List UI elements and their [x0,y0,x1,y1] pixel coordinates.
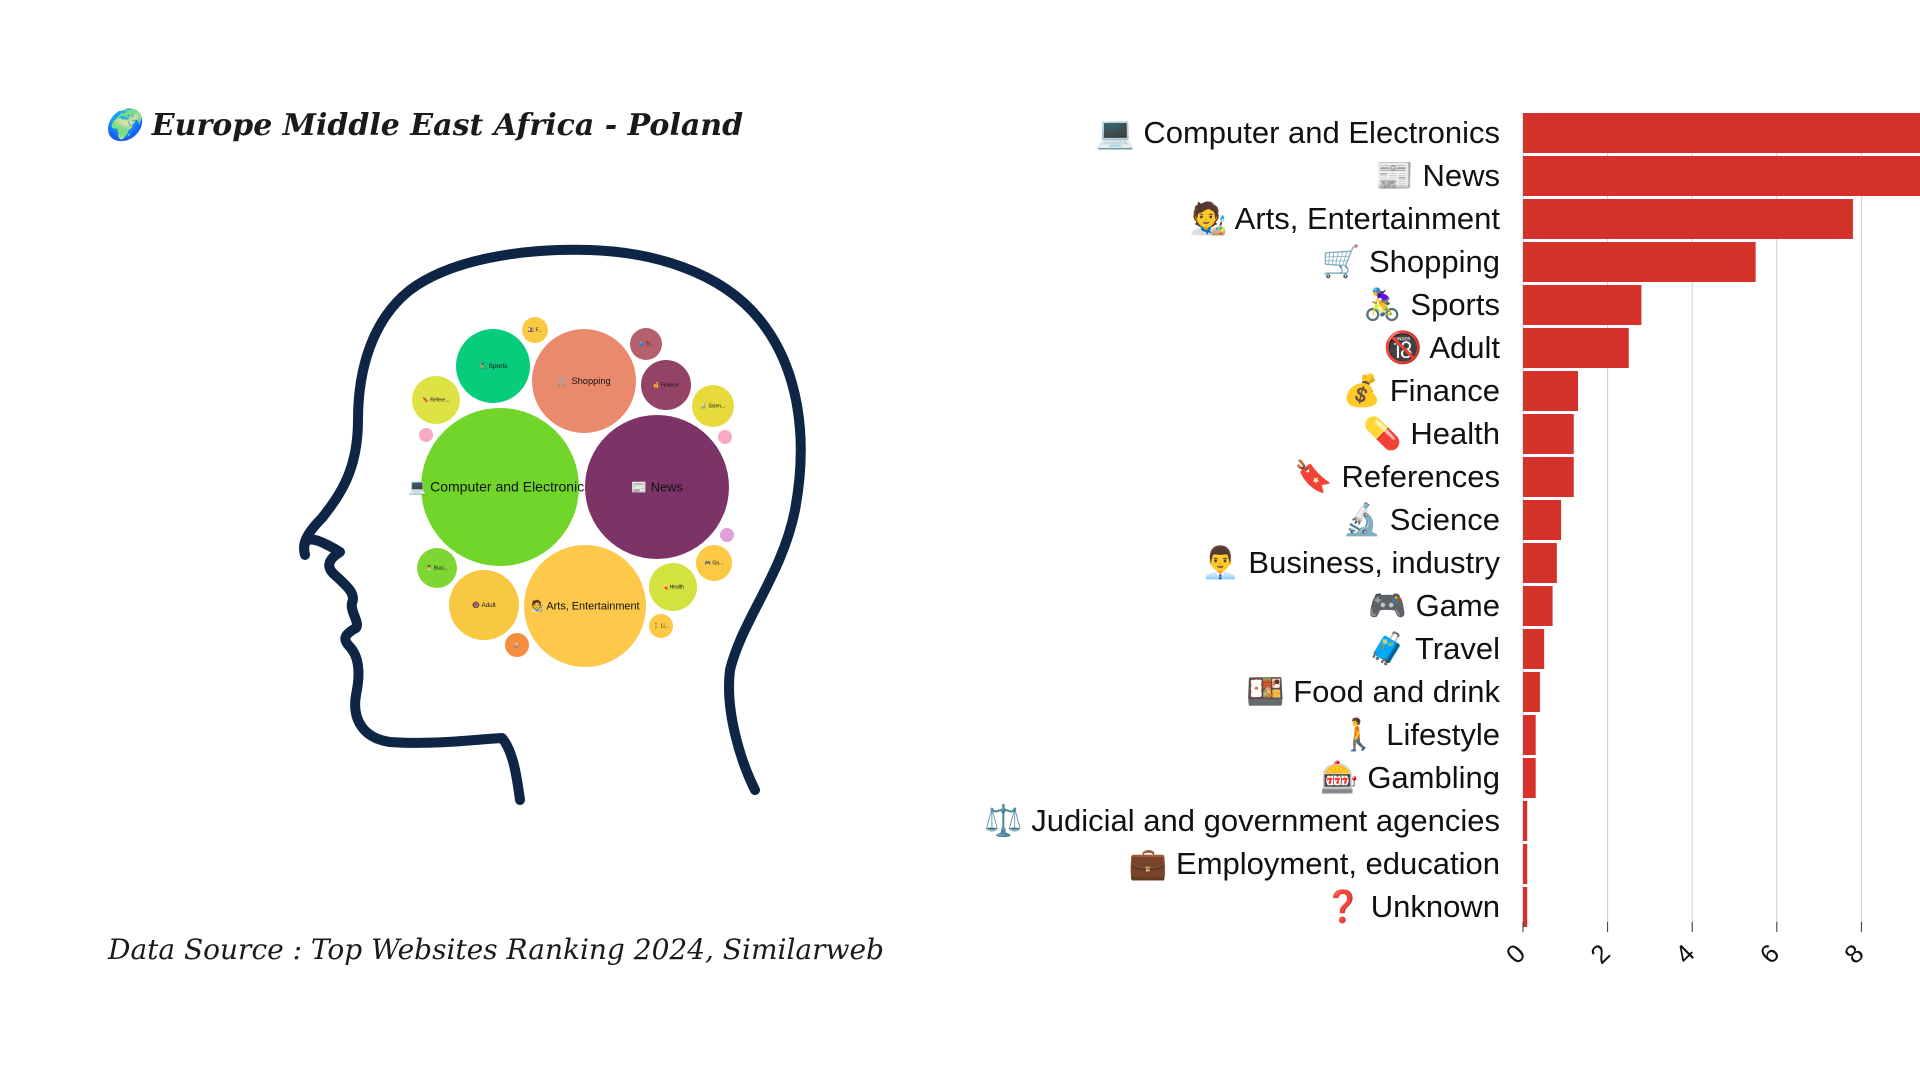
bar-10 [1523,543,1557,583]
x-tick-label-8: 8 [1838,938,1869,969]
head-outline [299,244,806,805]
bar-13 [1523,672,1540,712]
bubble-5 [449,570,519,640]
bar-5 [1523,328,1629,368]
bubble-8 [412,376,460,424]
bubble-1 [585,415,729,559]
bubble-group: 💻 Computer and Electronics 📰 News 🧑‍🎨 Arts… [409,317,734,667]
category-label-2: 🧑‍🎨 Arts, Entertainment [1189,199,1500,236]
bubble-label-7: 💊 Health [662,584,684,591]
category-label-18: ❓ Unknown [1324,888,1500,924]
bubble-label-5: 🔞 Adult [472,601,496,609]
bar-16 [1523,801,1528,841]
category-label-6: 💰 Finance [1343,372,1501,409]
bubble-9 [692,385,734,427]
bubble-10 [417,548,457,588]
data-source-note: Data Source : Top Websites Ranking 2024,… [108,933,884,966]
bar-3 [1523,242,1756,282]
category-label-13: 🍱 Food and drink [1246,674,1501,709]
category-label-4: 🚴‍♀️ Sports [1363,286,1500,322]
bubble-17 [718,430,732,444]
bar-8 [1523,457,1574,497]
bar-11 [1523,586,1553,626]
bubble-label-0: 💻 Computer and Electronics [409,479,591,496]
x-tick-labels: 02468101214 [1500,922,1920,980]
bubble-label-8: 🔖 Refere... [423,397,450,404]
bubble-18 [720,528,734,542]
bar-18 [1523,887,1528,927]
category-label-17: 💼 Employment, education [1129,846,1500,881]
head-bubble-chart: 💻 Computer and Electronics 📰 News 🧑‍🎨 Arts… [299,244,806,805]
x-tick-label-4: 4 [1669,938,1700,969]
bar-17 [1523,844,1528,884]
category-label-7: 💊 Health [1363,414,1500,452]
bubble-15 [505,633,529,657]
bar-12 [1523,629,1545,669]
category-label-8: 🔖 References [1294,458,1500,494]
bubble-11 [696,545,732,581]
bubble-4 [456,329,530,403]
category-label-16: ⚖️ Judicial and government agencies [984,802,1500,838]
bubble-label-13: 🍱 F... [528,327,542,334]
bar-2 [1523,199,1853,239]
bubble-label-12: 🧳 Tr... [638,341,654,348]
bubble-0 [421,408,579,566]
category-label-11: 🎮 Game [1368,588,1500,623]
x-tick-label-6: 6 [1754,938,1785,969]
category-label-0: 💻 Computer and Electronics [1096,115,1500,150]
bubble-label-4: 🚴‍♀️ Sports [478,362,508,370]
category-labels: 💻 Computer and Electronics 📰 News 🧑‍🎨 Arts… [984,115,1500,924]
bubble-label-11: 🎮 Ga... [705,561,723,567]
bubble-label-1: 📰 News [631,479,683,494]
bubble-6 [641,360,691,410]
x-tick-label-0: 0 [1500,938,1531,969]
category-label-14: 🚶 Lifestyle [1339,716,1500,752]
bubble-14 [649,614,673,638]
bubble-12 [630,328,662,360]
category-label-1: 📰 News [1375,158,1500,193]
category-label-3: 🛒 Shopping [1322,243,1500,279]
bar-14 [1523,715,1536,755]
bar-9 [1523,500,1562,540]
bars-group [1523,113,1920,927]
bar-7 [1523,414,1574,454]
bubble-16 [419,428,433,442]
bubble-label-3: 🛒 Shopping [557,375,610,387]
bubble-2 [524,545,646,667]
bar-4 [1523,285,1642,325]
bubble-label-9: 🔬 Scien... [701,403,725,410]
bubble-label-6: 💰 Finance [653,382,679,389]
bubble-label-14: 🚶 Li... [653,623,669,630]
bubble-label-10: 👨‍💼 Busi... [426,565,448,572]
bubble-13 [522,317,548,343]
category-label-9: 🔬 Science [1343,500,1501,537]
bubble-label-2: 🧑‍🎨 Arts, Entertainment [530,599,639,613]
category-label-15: 🎰 Gambling [1320,759,1500,795]
bar-15 [1523,758,1536,798]
category-label-10: 👨‍💼 Business, industry [1201,544,1500,580]
bubble-3 [532,329,636,433]
x-tick-label-2: 2 [1584,938,1615,969]
bar-6 [1523,371,1578,411]
bar-0 [1523,113,1920,153]
x-tick-label-10: 10 [1913,938,1920,980]
category-label-12: 🧳 Travel [1368,630,1500,666]
category-label-5: 🔞 Adult [1384,329,1501,365]
bar-1 [1523,156,1920,196]
bubble-label-15: 🎰 [514,642,520,649]
bubble-7 [649,563,697,611]
chart-title: 🌍 Europe Middle East Africa - Poland [104,108,744,143]
